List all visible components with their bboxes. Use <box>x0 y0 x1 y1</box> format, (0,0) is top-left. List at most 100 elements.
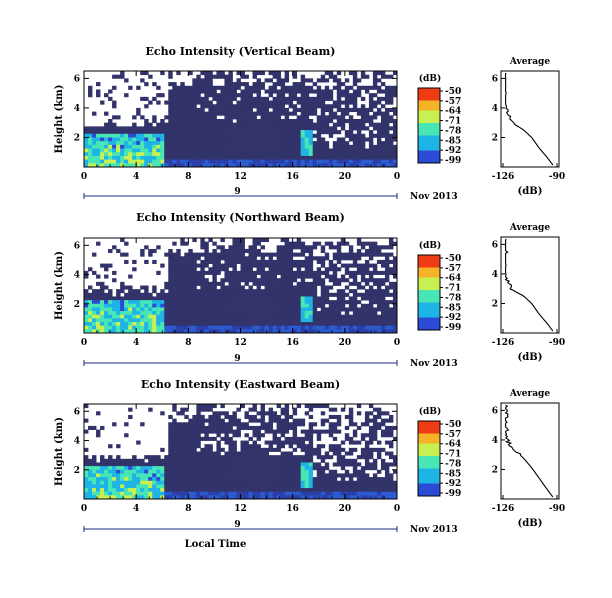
heatmap-cell <box>220 159 225 164</box>
heatmap-cell <box>332 85 338 90</box>
heatmap-cell <box>220 484 225 489</box>
heatmap-cell <box>228 480 233 485</box>
heatmap-cell <box>300 78 306 83</box>
heatmap-cell <box>140 285 145 290</box>
heatmap-cell <box>304 444 310 449</box>
heatmap-cell <box>288 144 294 149</box>
heatmap-cell <box>228 491 233 496</box>
heatmap-cell <box>320 458 326 463</box>
heatmap-cell <box>260 329 265 334</box>
heatmap-cell <box>380 111 386 116</box>
heatmap-cell <box>344 491 350 496</box>
heatmap-cell <box>244 119 249 124</box>
heatmap-cell <box>180 429 185 434</box>
heatmap-cell <box>276 458 282 463</box>
heatmap-cell <box>356 163 362 168</box>
heatmap-cell <box>208 130 213 135</box>
heatmap-cell <box>184 96 189 101</box>
heatmap-cell <box>320 289 326 294</box>
heatmap-cell <box>232 462 237 467</box>
heatmap-cell <box>320 119 326 124</box>
heatmap-cell <box>344 307 350 312</box>
heatmap-cell <box>300 292 306 297</box>
heatmap-cell <box>284 418 290 423</box>
heatmap-cell <box>248 491 253 496</box>
heatmap-cell <box>348 137 354 142</box>
heatmap-cell <box>280 429 286 434</box>
heatmap-cell <box>356 144 362 149</box>
heatmap-cell <box>376 152 382 157</box>
heatmap-cell <box>160 300 165 305</box>
heatmap-cell <box>272 411 278 416</box>
heatmap-cell <box>304 300 310 305</box>
colorbar-segment <box>418 315 440 318</box>
heatmap-cell <box>228 444 233 449</box>
heatmap-cell <box>312 462 318 467</box>
heatmap-cell <box>212 259 217 264</box>
heatmap-cell <box>196 74 201 79</box>
heatmap-cell <box>328 495 334 500</box>
heatmap-cell <box>144 289 149 294</box>
heatmap-cell <box>92 152 97 157</box>
heatmap-cell <box>232 484 237 489</box>
heatmap-cell <box>128 163 133 168</box>
heatmap-cell <box>376 89 382 94</box>
heatmap-cell <box>224 484 229 489</box>
heatmap-cell <box>164 144 169 149</box>
heatmap-cell <box>192 447 197 452</box>
heatmap-cell <box>288 252 294 257</box>
heatmap-cell <box>248 285 253 290</box>
heatmap-cell <box>96 495 101 500</box>
heatmap-cell <box>392 263 398 268</box>
heatmap-cell <box>324 289 330 294</box>
heatmap-cell <box>240 159 245 164</box>
heatmap-cell <box>280 411 286 416</box>
heatmap-cell <box>176 292 181 297</box>
heatmap-cell <box>252 480 257 485</box>
heatmap-cell <box>264 144 269 149</box>
heatmap-cell <box>348 122 354 127</box>
heatmap-cell <box>224 126 229 131</box>
heatmap-cell <box>140 155 145 161</box>
heatmap-cell <box>248 263 253 268</box>
heatmap-cell <box>132 152 137 157</box>
heatmap-cell <box>196 155 201 161</box>
heatmap-cell <box>216 429 221 434</box>
heatmap-cell <box>352 325 358 330</box>
heatmap-cell <box>376 270 382 275</box>
heatmap-cell <box>364 248 370 254</box>
heatmap-cell <box>152 300 157 305</box>
heatmap-cell <box>248 100 253 105</box>
heatmap-cell <box>180 89 185 94</box>
heatmap-cell <box>172 107 177 113</box>
heatmap-cell <box>320 429 326 434</box>
heatmap-cell <box>344 107 350 113</box>
heatmap-cell <box>236 455 241 460</box>
heatmap-cell <box>388 155 394 161</box>
heatmap-cell <box>232 152 237 157</box>
heatmap-cell <box>176 259 181 264</box>
heatmap-cell <box>160 458 165 463</box>
heatmap-cell <box>96 314 101 319</box>
heatmap-cell <box>152 296 157 301</box>
heatmap-cell <box>380 462 386 467</box>
heatmap-cell <box>236 491 241 496</box>
heatmap-cell <box>260 491 265 496</box>
heatmap-cell <box>200 107 205 113</box>
heatmap-cell <box>320 491 326 496</box>
heatmap-cell <box>324 318 330 323</box>
heatmap-cell <box>264 137 269 142</box>
heatmap-cell <box>172 119 177 124</box>
heatmap-cell <box>200 322 205 327</box>
heatmap-cell <box>360 292 366 297</box>
heatmap-cell <box>336 289 342 294</box>
heatmap-cell <box>208 480 213 485</box>
heatmap-cell <box>372 329 378 334</box>
heatmap-cell <box>184 130 189 135</box>
heatmap-cell <box>312 155 318 161</box>
heatmap-cell <box>320 329 326 334</box>
heatmap-cell <box>88 318 93 323</box>
heatmap-cell <box>304 292 310 297</box>
heatmap-cell <box>304 148 310 153</box>
heatmap-cell <box>264 429 269 434</box>
